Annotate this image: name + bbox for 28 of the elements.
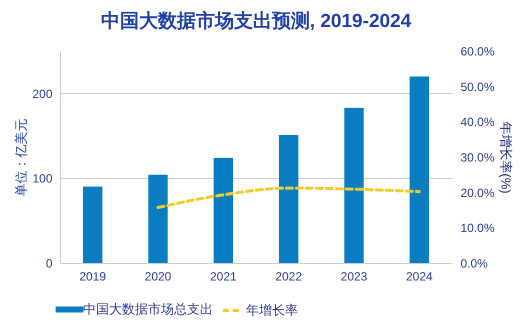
y2-tick-label: 30.0% — [460, 150, 495, 164]
x-tick-label: 2022 — [275, 270, 302, 284]
bar — [82, 186, 102, 263]
x-tick-label: 2021 — [210, 270, 238, 284]
x-tick-label: 2020 — [144, 270, 172, 284]
bar — [214, 158, 234, 263]
bar — [278, 134, 298, 263]
x-tick-label: 2023 — [340, 270, 368, 284]
x-tick-label: 2024 — [406, 270, 434, 284]
legend-label: 年增长率 — [246, 302, 298, 318]
bar — [148, 174, 168, 263]
y2-tick-label: 40.0% — [460, 115, 495, 130]
y2-tick-label: 60.0% — [460, 44, 495, 58]
y-tick-label: 100 — [32, 172, 53, 186]
chart-title: 中国大数据市场支出预测, 2019-2024 — [100, 10, 412, 32]
y2-axis-title: 年增长率(%) — [498, 121, 514, 194]
legend-label: 中国大数据市场总支出 — [83, 302, 213, 316]
y2-tick-label: 10.0% — [460, 221, 495, 236]
bar — [344, 108, 364, 263]
y-tick-label: 200 — [32, 86, 53, 101]
x-tick-label: 2019 — [79, 270, 106, 284]
y-axis-title: 单位：亿美元 — [13, 118, 28, 196]
y2-tick-label: 50.0% — [460, 80, 495, 94]
line-series — [156, 186, 421, 210]
y2-tick-label: 0.0% — [460, 256, 488, 270]
y2-tick-label: 20.0% — [460, 186, 495, 200]
bar — [410, 76, 430, 263]
y-tick-label: 0 — [46, 256, 53, 270]
